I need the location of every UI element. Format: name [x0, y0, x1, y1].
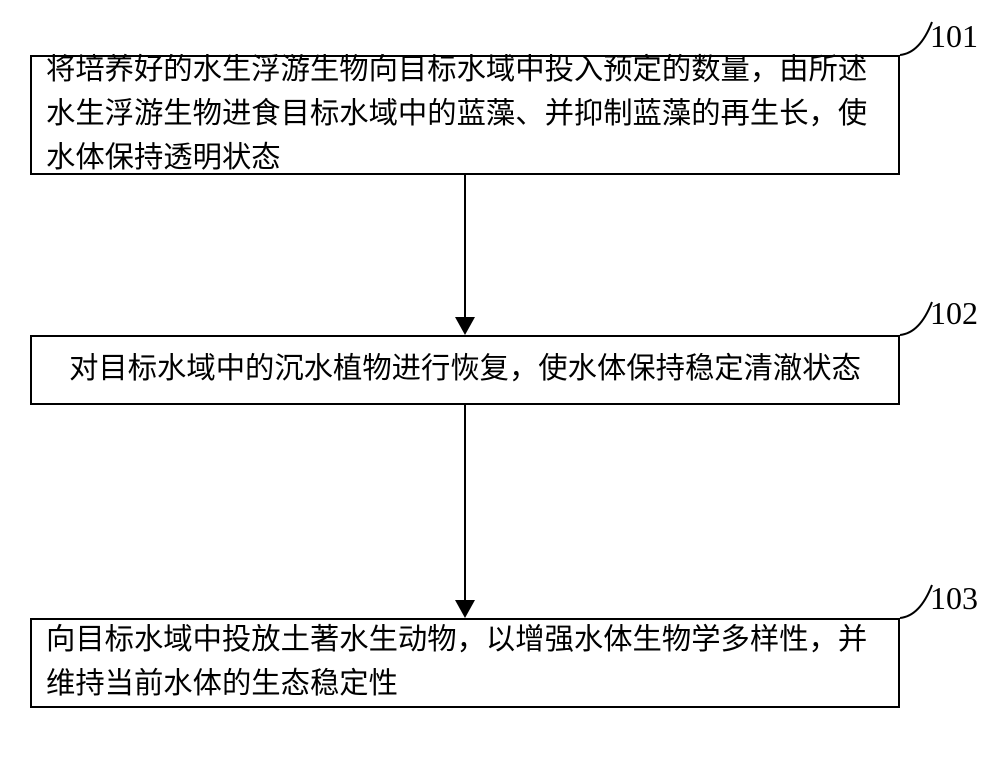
- flowchart-canvas: 将培养好的水生浮游生物向目标水域中投入预定的数量，由所述水生浮游生物进食目标水域…: [0, 0, 1000, 777]
- arrow-2-to-3-head: [455, 600, 475, 618]
- flow-label-2: 102: [930, 295, 978, 332]
- arrow-1-to-2-line: [464, 175, 466, 317]
- flow-step-2: 对目标水域中的沉水植物进行恢复，使水体保持稳定清澈状态: [30, 335, 900, 405]
- flow-step-3: 向目标水域中投放土著水生动物，以增强水体生物学多样性，并维持当前水体的生态稳定性: [30, 618, 900, 708]
- flow-step-1-text: 将培养好的水生浮游生物向目标水域中投入预定的数量，由所述水生浮游生物进食目标水域…: [46, 49, 884, 181]
- arrow-2-to-3-line: [464, 405, 466, 600]
- flow-label-3: 103: [930, 580, 978, 617]
- flow-step-2-text: 对目标水域中的沉水植物进行恢复，使水体保持稳定清澈状态: [46, 348, 884, 392]
- flow-label-1: 101: [930, 18, 978, 55]
- flow-step-1: 将培养好的水生浮游生物向目标水域中投入预定的数量，由所述水生浮游生物进食目标水域…: [30, 55, 900, 175]
- arrow-1-to-2-head: [455, 317, 475, 335]
- flow-step-3-text: 向目标水域中投放土著水生动物，以增强水体生物学多样性，并维持当前水体的生态稳定性: [46, 619, 884, 707]
